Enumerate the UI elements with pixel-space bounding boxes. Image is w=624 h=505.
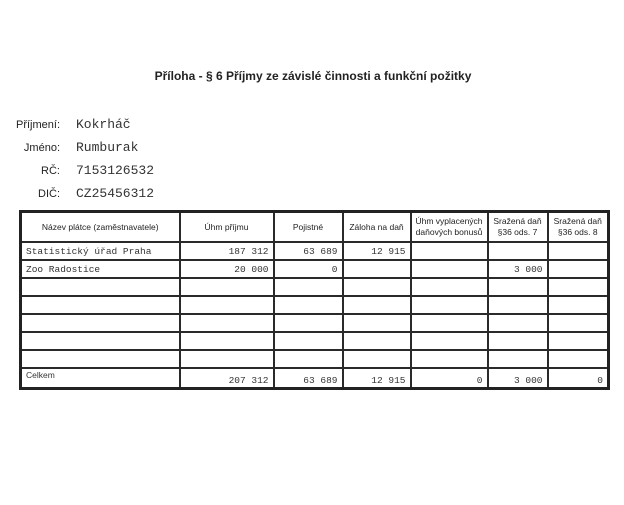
page-title: Příloha - § 6 Příjmy ze závislé činnosti… — [154, 69, 472, 83]
amount-cell — [409, 259, 489, 279]
amount-cell — [546, 277, 610, 297]
table-row: Statistický úřad Praha 187 312 63 689 12 91… — [19, 241, 610, 261]
column-header: Sražená daň §36 ods. 7 — [486, 210, 549, 243]
amount-cell — [546, 349, 610, 369]
column-header: Název plátce (zaměstnavatele) — [19, 210, 181, 243]
column-header: Záloha na daň — [341, 210, 412, 243]
surname-label: Příjmení: — [15, 119, 60, 131]
amount-cell — [178, 277, 275, 297]
amount-cell — [272, 277, 344, 297]
amount-cell — [341, 295, 412, 315]
amount-cell — [272, 313, 344, 333]
amount-cell — [486, 313, 549, 333]
first-name-label: Jméno: — [23, 142, 60, 154]
payer-name-cell: Statistický úřad Praha — [19, 241, 181, 261]
field-surname: Příjmení: Kokrháč — [0, 116, 300, 136]
table-header-row: Název plátce (zaměstnavatele) Úhm příjmu P… — [19, 210, 610, 243]
amount-cell — [341, 313, 412, 333]
amount-cell — [486, 331, 549, 351]
payer-name-cell — [19, 349, 181, 369]
payer-name-cell: Zoo Radostice — [19, 259, 181, 279]
total-amount-cell: 207 312 — [178, 367, 275, 390]
amount-cell — [409, 277, 489, 297]
amount-cell — [272, 349, 344, 369]
amount-cell: 3 000 — [486, 259, 549, 279]
total-amount-cell: 63 689 — [272, 367, 344, 390]
column-header: Úhm příjmu — [178, 210, 275, 243]
amount-cell: 63 689 — [272, 241, 344, 261]
table-row — [19, 295, 610, 315]
amount-cell — [341, 349, 412, 369]
field-tax-id: DIČ: CZ25456312 — [0, 185, 300, 205]
table-row — [19, 277, 610, 297]
total-amount-cell: 12 915 — [341, 367, 412, 390]
field-first-name: Jméno: Rumburak — [0, 139, 300, 159]
tax-id-label: DIČ: — [38, 188, 60, 200]
amount-cell — [546, 331, 610, 351]
surname-value: Kokrháč — [76, 117, 131, 132]
birth-number-label: RČ: — [41, 165, 60, 177]
amount-cell — [409, 331, 489, 351]
table-row — [19, 349, 610, 369]
amount-cell — [486, 277, 549, 297]
amount-cell — [178, 349, 275, 369]
amount-cell — [409, 313, 489, 333]
payer-name-cell — [19, 313, 181, 333]
amount-cell: 187 312 — [178, 241, 275, 261]
first-name-value: Rumburak — [76, 140, 139, 155]
total-amount-cell: 3 000 — [486, 367, 549, 390]
birth-number-value: 7153126532 — [76, 163, 155, 178]
payer-name-cell — [19, 295, 181, 315]
table-row: Zoo Radostice 20 000 0 3 000 — [19, 259, 610, 279]
amount-cell: 12 915 — [341, 241, 412, 261]
amount-cell — [272, 331, 344, 351]
column-header: Pojistné — [272, 210, 344, 243]
amount-cell — [486, 295, 549, 315]
amount-cell — [546, 295, 610, 315]
amount-cell — [486, 349, 549, 369]
column-header: Úhm vyplacených daňových bonusů — [409, 210, 489, 243]
amount-cell — [409, 349, 489, 369]
total-amount-cell: 0 — [409, 367, 489, 390]
amount-cell — [409, 241, 489, 261]
payer-name-cell — [19, 277, 181, 297]
amount-cell — [341, 277, 412, 297]
amount-cell — [546, 259, 610, 279]
table-row — [19, 331, 610, 351]
total-amount-cell: 0 — [546, 367, 610, 390]
field-birth-number: RČ: 7153126532 — [0, 162, 300, 182]
payer-name-cell — [19, 331, 181, 351]
amount-cell — [341, 331, 412, 351]
amount-cell — [178, 331, 275, 351]
total-row: Celkem 207 312 63 689 12 915 0 3 000 0 — [19, 367, 610, 390]
amount-cell: 20 000 — [178, 259, 275, 279]
amount-cell — [409, 295, 489, 315]
amount-cell — [546, 241, 610, 261]
income-table: Název plátce (zaměstnavatele) Úhm příjmu P… — [19, 210, 610, 390]
amount-cell — [272, 295, 344, 315]
amount-cell — [341, 259, 412, 279]
amount-cell: 0 — [272, 259, 344, 279]
total-label: Celkem — [19, 367, 181, 390]
table-row — [19, 313, 610, 333]
column-header: Sražená daň §36 ods. 8 — [546, 210, 610, 243]
amount-cell — [178, 295, 275, 315]
amount-cell — [178, 313, 275, 333]
amount-cell — [546, 313, 610, 333]
amount-cell — [486, 241, 549, 261]
tax-id-value: CZ25456312 — [76, 186, 155, 201]
